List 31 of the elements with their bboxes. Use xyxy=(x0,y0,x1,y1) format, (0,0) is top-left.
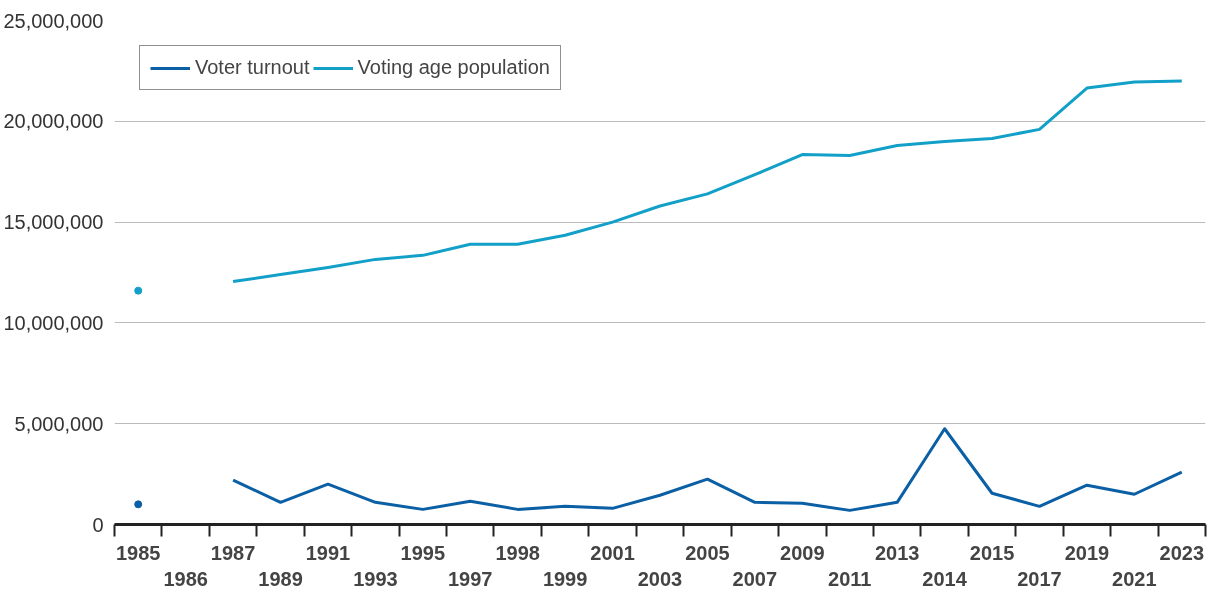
legend-label: Voting age population xyxy=(357,56,550,79)
x-tick-label: 1998 xyxy=(495,541,540,564)
x-tick-label: 1995 xyxy=(400,541,446,564)
x-tick-label: 2011 xyxy=(828,567,872,590)
x-tick-label: 1987 xyxy=(210,541,256,564)
x-tick-label: 1986 xyxy=(163,567,208,590)
x-tick-label: 2015 xyxy=(969,541,1015,564)
x-tick-label: 2014 xyxy=(922,567,968,590)
y-tick-label: 25,000,000 xyxy=(3,9,104,32)
x-tick-label: 2003 xyxy=(637,567,683,590)
x-tick-label: 1997 xyxy=(448,567,493,590)
y-tick-label: 15,000,000 xyxy=(3,211,104,234)
y-tick-label: 20,000,000 xyxy=(3,110,104,133)
x-tick-label: 2007 xyxy=(732,567,778,590)
x-tick-label: 2005 xyxy=(685,541,730,564)
x-tick-label: 2019 xyxy=(1064,541,1110,564)
x-tick-label: 1993 xyxy=(353,567,398,590)
y-tick-label: 10,000,000 xyxy=(3,311,104,334)
x-tick-label: 1985 xyxy=(115,541,161,564)
x-tick-label: 2023 xyxy=(1159,541,1205,564)
y-tick-label: 5,000,000 xyxy=(14,412,104,435)
x-tick-label: 2017 xyxy=(1017,567,1062,590)
x-tick-label: 2009 xyxy=(780,541,825,564)
y-tick-label: 0 xyxy=(92,513,104,536)
x-tick-label: 1989 xyxy=(258,567,303,590)
x-tick-label: 1999 xyxy=(542,567,588,590)
x-tick-label: 2013 xyxy=(874,541,920,564)
x-tick-label: 2021 xyxy=(1112,567,1157,590)
legend-label: Voter turnout xyxy=(195,56,310,79)
x-tick-label: 2001 xyxy=(590,541,635,564)
x-tick-label: 1991 xyxy=(305,541,351,564)
